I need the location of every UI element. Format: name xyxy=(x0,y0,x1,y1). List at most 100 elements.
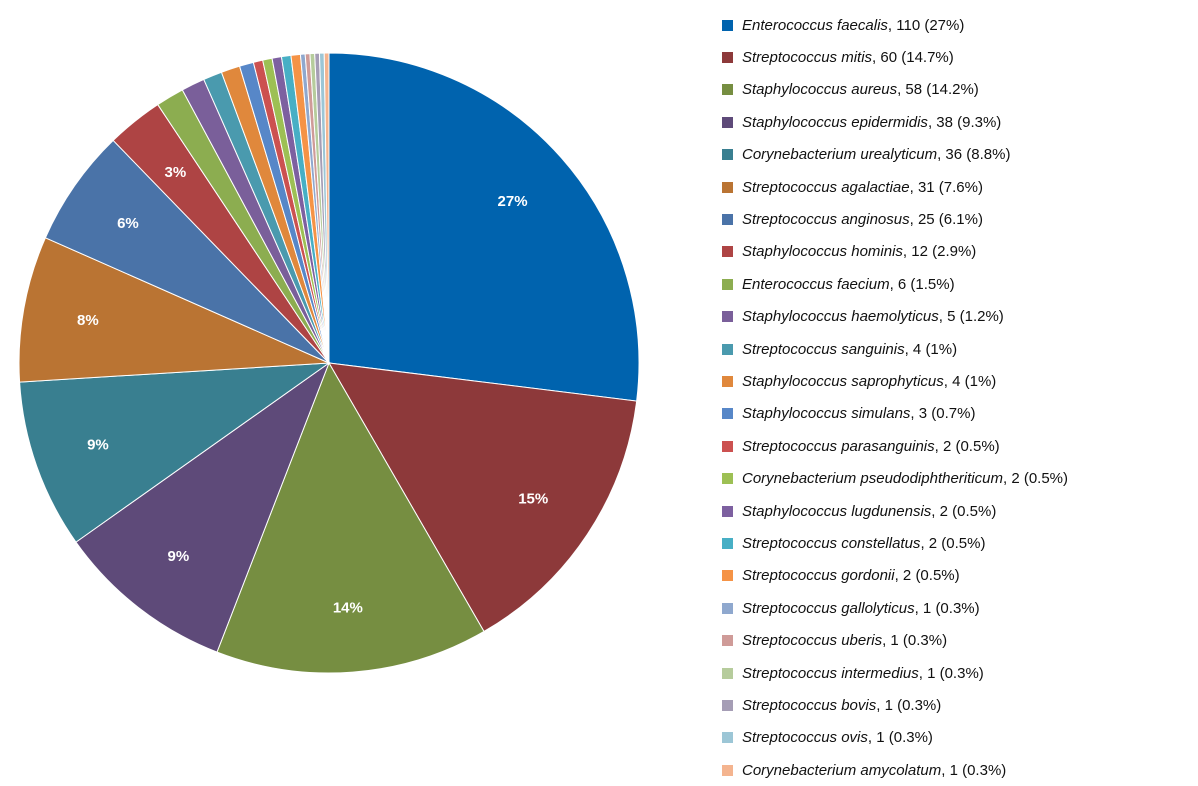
pie-slice-24 xyxy=(323,52,330,364)
legend-count: , 1 (0.3%) xyxy=(918,664,984,682)
legend-swatch xyxy=(722,343,733,355)
slice-label-6: 8% xyxy=(77,312,99,329)
legend-item: Staphylococcus epidermidis, 38 (9.3%) xyxy=(722,106,1068,138)
legend-species-name: Streptococcus ovis xyxy=(742,729,868,747)
legend-swatch xyxy=(722,311,733,323)
legend-species-name: Streptococcus sanguinis xyxy=(742,340,905,358)
legend-item: Streptococcus anginosus, 25 (6.1%) xyxy=(722,203,1068,235)
legend-swatch xyxy=(722,149,733,161)
legend-count: , 1 (0.3%) xyxy=(914,599,980,617)
legend-count: , 3 (0.7%) xyxy=(910,405,976,423)
slice-label-8: 3% xyxy=(165,164,187,181)
legend-item: Corynebacterium amycolatum, 1 (0.3%) xyxy=(722,754,1068,786)
legend-species-name: Staphylococcus lugdunensis xyxy=(742,502,932,520)
legend-swatch xyxy=(722,570,733,582)
legend-item: Streptococcus constellatus, 2 (0.5%) xyxy=(722,527,1068,559)
legend-species-name: Streptococcus parasanguinis xyxy=(742,437,935,455)
legend-item: Streptococcus agalactiae, 31 (7.6%) xyxy=(722,171,1068,203)
legend-item: Staphylococcus aureus, 58 (14.2%) xyxy=(722,74,1068,106)
legend-species-name: Staphylococcus haemolyticus xyxy=(742,308,939,326)
pie-slice-7 xyxy=(44,139,330,364)
legend-item: Streptococcus sanguinis, 4 (1%) xyxy=(722,333,1068,365)
legend-swatch xyxy=(722,181,733,193)
legend-swatch xyxy=(722,375,733,387)
legend-count: , 1 (0.3%) xyxy=(882,632,948,650)
legend-count: , 6 (1.5%) xyxy=(889,275,955,293)
legend-swatch xyxy=(722,116,733,128)
legend-count: , 25 (6.1%) xyxy=(909,211,983,229)
legend-swatch xyxy=(722,537,733,549)
slice-label-7: 6% xyxy=(117,215,139,232)
legend-count: , 2 (0.5%) xyxy=(934,437,1000,455)
pie-slice-2 xyxy=(328,362,638,633)
legend-count: , 110 (27%) xyxy=(887,16,965,34)
legend-swatch xyxy=(722,84,733,96)
legend-swatch xyxy=(722,505,733,517)
legend-species-name: Streptococcus agalactiae xyxy=(742,178,910,196)
legend-species-name: Staphylococcus aureus xyxy=(742,81,898,99)
pie-slice-1 xyxy=(328,52,640,402)
slice-label-3: 14% xyxy=(333,599,363,616)
legend-count: , 5 (1.2%) xyxy=(938,308,1004,326)
legend-swatch xyxy=(722,764,733,776)
legend-count: , 58 (14.2%) xyxy=(897,81,979,99)
legend-count: , 31 (7.6%) xyxy=(909,178,983,196)
pie-chart: 27% 15% 14% 9% 9% 8% 6% 3% xyxy=(18,52,640,674)
legend-species-name: Streptococcus bovis xyxy=(742,696,877,714)
pie-slice-5 xyxy=(19,362,331,543)
legend-swatch xyxy=(722,635,733,647)
legend-species-name: Streptococcus mitis xyxy=(742,49,873,67)
legend-species-name: Staphylococcus epidermidis xyxy=(742,113,928,131)
legend-count: , 1 (0.3%) xyxy=(876,696,942,714)
pie-slice-3 xyxy=(216,361,485,674)
slice-label-5: 9% xyxy=(87,436,109,453)
legend-species-name: Staphylococcus simulans xyxy=(742,405,911,423)
slice-label-4: 9% xyxy=(168,548,190,565)
legend-species-name: Corynebacterium amycolatum xyxy=(742,761,942,779)
legend-item: Staphylococcus simulans, 3 (0.7%) xyxy=(722,398,1068,430)
pie-slice-6 xyxy=(18,237,330,383)
slice-label-1: 27% xyxy=(498,193,528,210)
legend-item: Enterococcus faecalis, 110 (27%) xyxy=(722,9,1068,41)
legend-swatch xyxy=(722,699,733,711)
slice-label-2: 15% xyxy=(518,490,548,507)
legend-species-name: Streptococcus anginosus xyxy=(742,211,910,229)
legend-count: , 12 (2.9%) xyxy=(902,243,977,261)
legend-count: , 2 (0.5%) xyxy=(920,534,986,552)
legend-item: Streptococcus bovis, 1 (0.3%) xyxy=(722,689,1068,721)
legend-species-name: Streptococcus gordonii xyxy=(742,567,895,585)
legend-swatch xyxy=(722,278,733,290)
legend-item: Streptococcus mitis, 60 (14.7%) xyxy=(722,41,1068,73)
legend-species-name: Staphylococcus hominis xyxy=(742,243,903,261)
legend-swatch xyxy=(722,732,733,744)
legend-species-name: Enterococcus faecalis xyxy=(742,16,888,34)
pie-slice-4 xyxy=(75,361,331,653)
legend-item: Staphylococcus lugdunensis, 2 (0.5%) xyxy=(722,495,1068,527)
legend-species-name: Streptococcus gallolyticus xyxy=(742,599,915,617)
legend-swatch xyxy=(722,473,733,485)
legend-item: Enterococcus faecium, 6 (1.5%) xyxy=(722,268,1068,300)
legend-count: , 4 (1%) xyxy=(943,372,997,390)
legend-swatch xyxy=(722,440,733,452)
legend-count: , 38 (9.3%) xyxy=(927,113,1002,131)
legend-item: Streptococcus ovis, 1 (0.3%) xyxy=(722,722,1068,754)
legend-item: Staphylococcus saprophyticus, 4 (1%) xyxy=(722,365,1068,397)
legend-item: Streptococcus parasanguinis, 2 (0.5%) xyxy=(722,430,1068,462)
legend-swatch xyxy=(722,667,733,679)
legend-count: , 1 (0.3%) xyxy=(867,729,933,747)
legend-item: Streptococcus gallolyticus, 1 (0.3%) xyxy=(722,592,1068,624)
legend-count: , 60 (14.7%) xyxy=(872,49,954,67)
legend-swatch xyxy=(722,408,733,420)
legend-swatch xyxy=(722,19,733,31)
legend-species-name: Corynebacterium pseudodiphtheriticum xyxy=(742,470,1003,488)
legend-count: , 2 (0.5%) xyxy=(894,567,960,585)
legend-species-name: Streptococcus constellatus xyxy=(742,534,921,552)
legend-item: Streptococcus gordonii, 2 (0.5%) xyxy=(722,560,1068,592)
legend-item: Corynebacterium urealyticum, 36 (8.8%) xyxy=(722,139,1068,171)
legend-species-name: Streptococcus intermedius xyxy=(742,664,919,682)
legend-swatch xyxy=(722,214,733,226)
legend-count: , 4 (1%) xyxy=(904,340,958,358)
legend-count: , 2 (0.5%) xyxy=(1002,470,1069,488)
legend-swatch xyxy=(722,246,733,258)
legend-item: Streptococcus intermedius, 1 (0.3%) xyxy=(722,657,1068,689)
